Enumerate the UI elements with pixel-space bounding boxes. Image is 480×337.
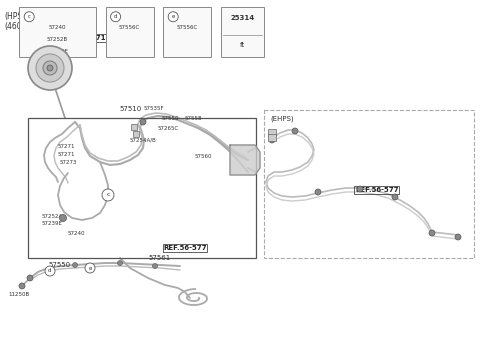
Text: d: d [114,14,117,19]
Bar [268,129,276,136]
Text: REF.56-577: REF.56-577 [163,245,207,251]
Text: 25314: 25314 [230,15,254,21]
Circle shape [153,264,157,269]
Text: c: c [106,192,110,197]
Bar [133,131,139,137]
Text: 57252A: 57252A [42,214,63,219]
Circle shape [47,65,53,71]
Text: 57240: 57240 [49,25,66,30]
Text: (EHPS): (EHPS) [270,115,294,122]
Text: 57254A/B: 57254A/B [130,138,157,143]
Text: 11250B: 11250B [8,292,29,297]
Circle shape [19,283,25,289]
Text: 57271: 57271 [58,152,75,157]
Circle shape [292,128,298,134]
Circle shape [110,12,120,22]
Circle shape [85,263,95,273]
Bar [163,7,211,57]
Bar [106,7,154,57]
Bar [268,134,276,141]
Text: 57560: 57560 [195,154,213,159]
Circle shape [27,275,33,281]
Circle shape [102,189,114,201]
Text: 57535F: 57535F [144,106,165,111]
Circle shape [315,189,321,195]
Circle shape [140,119,146,125]
Text: REF.56-571: REF.56-571 [62,35,106,41]
Circle shape [168,12,178,22]
Circle shape [429,230,435,236]
Text: 57558: 57558 [185,116,203,121]
Circle shape [28,46,72,90]
Text: 57550: 57550 [48,262,70,268]
Text: 57556C: 57556C [177,25,198,30]
Circle shape [392,194,398,200]
Bar [264,110,474,258]
Polygon shape [230,145,260,175]
Text: e: e [88,266,92,271]
Text: (4600CC): (4600CC) [4,22,40,31]
Text: 57265C: 57265C [158,126,179,131]
Bar [19,7,96,57]
Text: d: d [48,269,52,274]
Text: ft: ft [240,42,245,48]
Text: c: c [28,14,31,19]
Circle shape [455,234,461,240]
Circle shape [269,137,275,143]
Text: 57271: 57271 [58,144,75,149]
Circle shape [60,214,67,221]
Bar [221,7,264,57]
Text: (HPS): (HPS) [4,12,25,21]
Text: 57252B: 57252B [47,37,68,42]
Text: 57561: 57561 [148,255,170,261]
Text: REF.56-577: REF.56-577 [355,187,398,193]
Circle shape [72,263,77,268]
Text: e: e [171,14,175,19]
Text: 57240: 57240 [68,231,85,236]
Circle shape [24,12,34,22]
Circle shape [43,61,57,75]
Bar [131,124,137,130]
Circle shape [45,266,55,276]
Circle shape [36,54,64,82]
Circle shape [118,261,122,266]
Circle shape [357,186,363,192]
Text: 57510: 57510 [120,106,142,112]
Text: 57556C: 57556C [119,25,140,30]
Text: 57239E: 57239E [47,49,68,54]
Text: 57239E: 57239E [42,221,63,226]
Text: 57550: 57550 [162,116,180,121]
Text: 57273: 57273 [60,160,77,165]
Bar [28,118,256,258]
